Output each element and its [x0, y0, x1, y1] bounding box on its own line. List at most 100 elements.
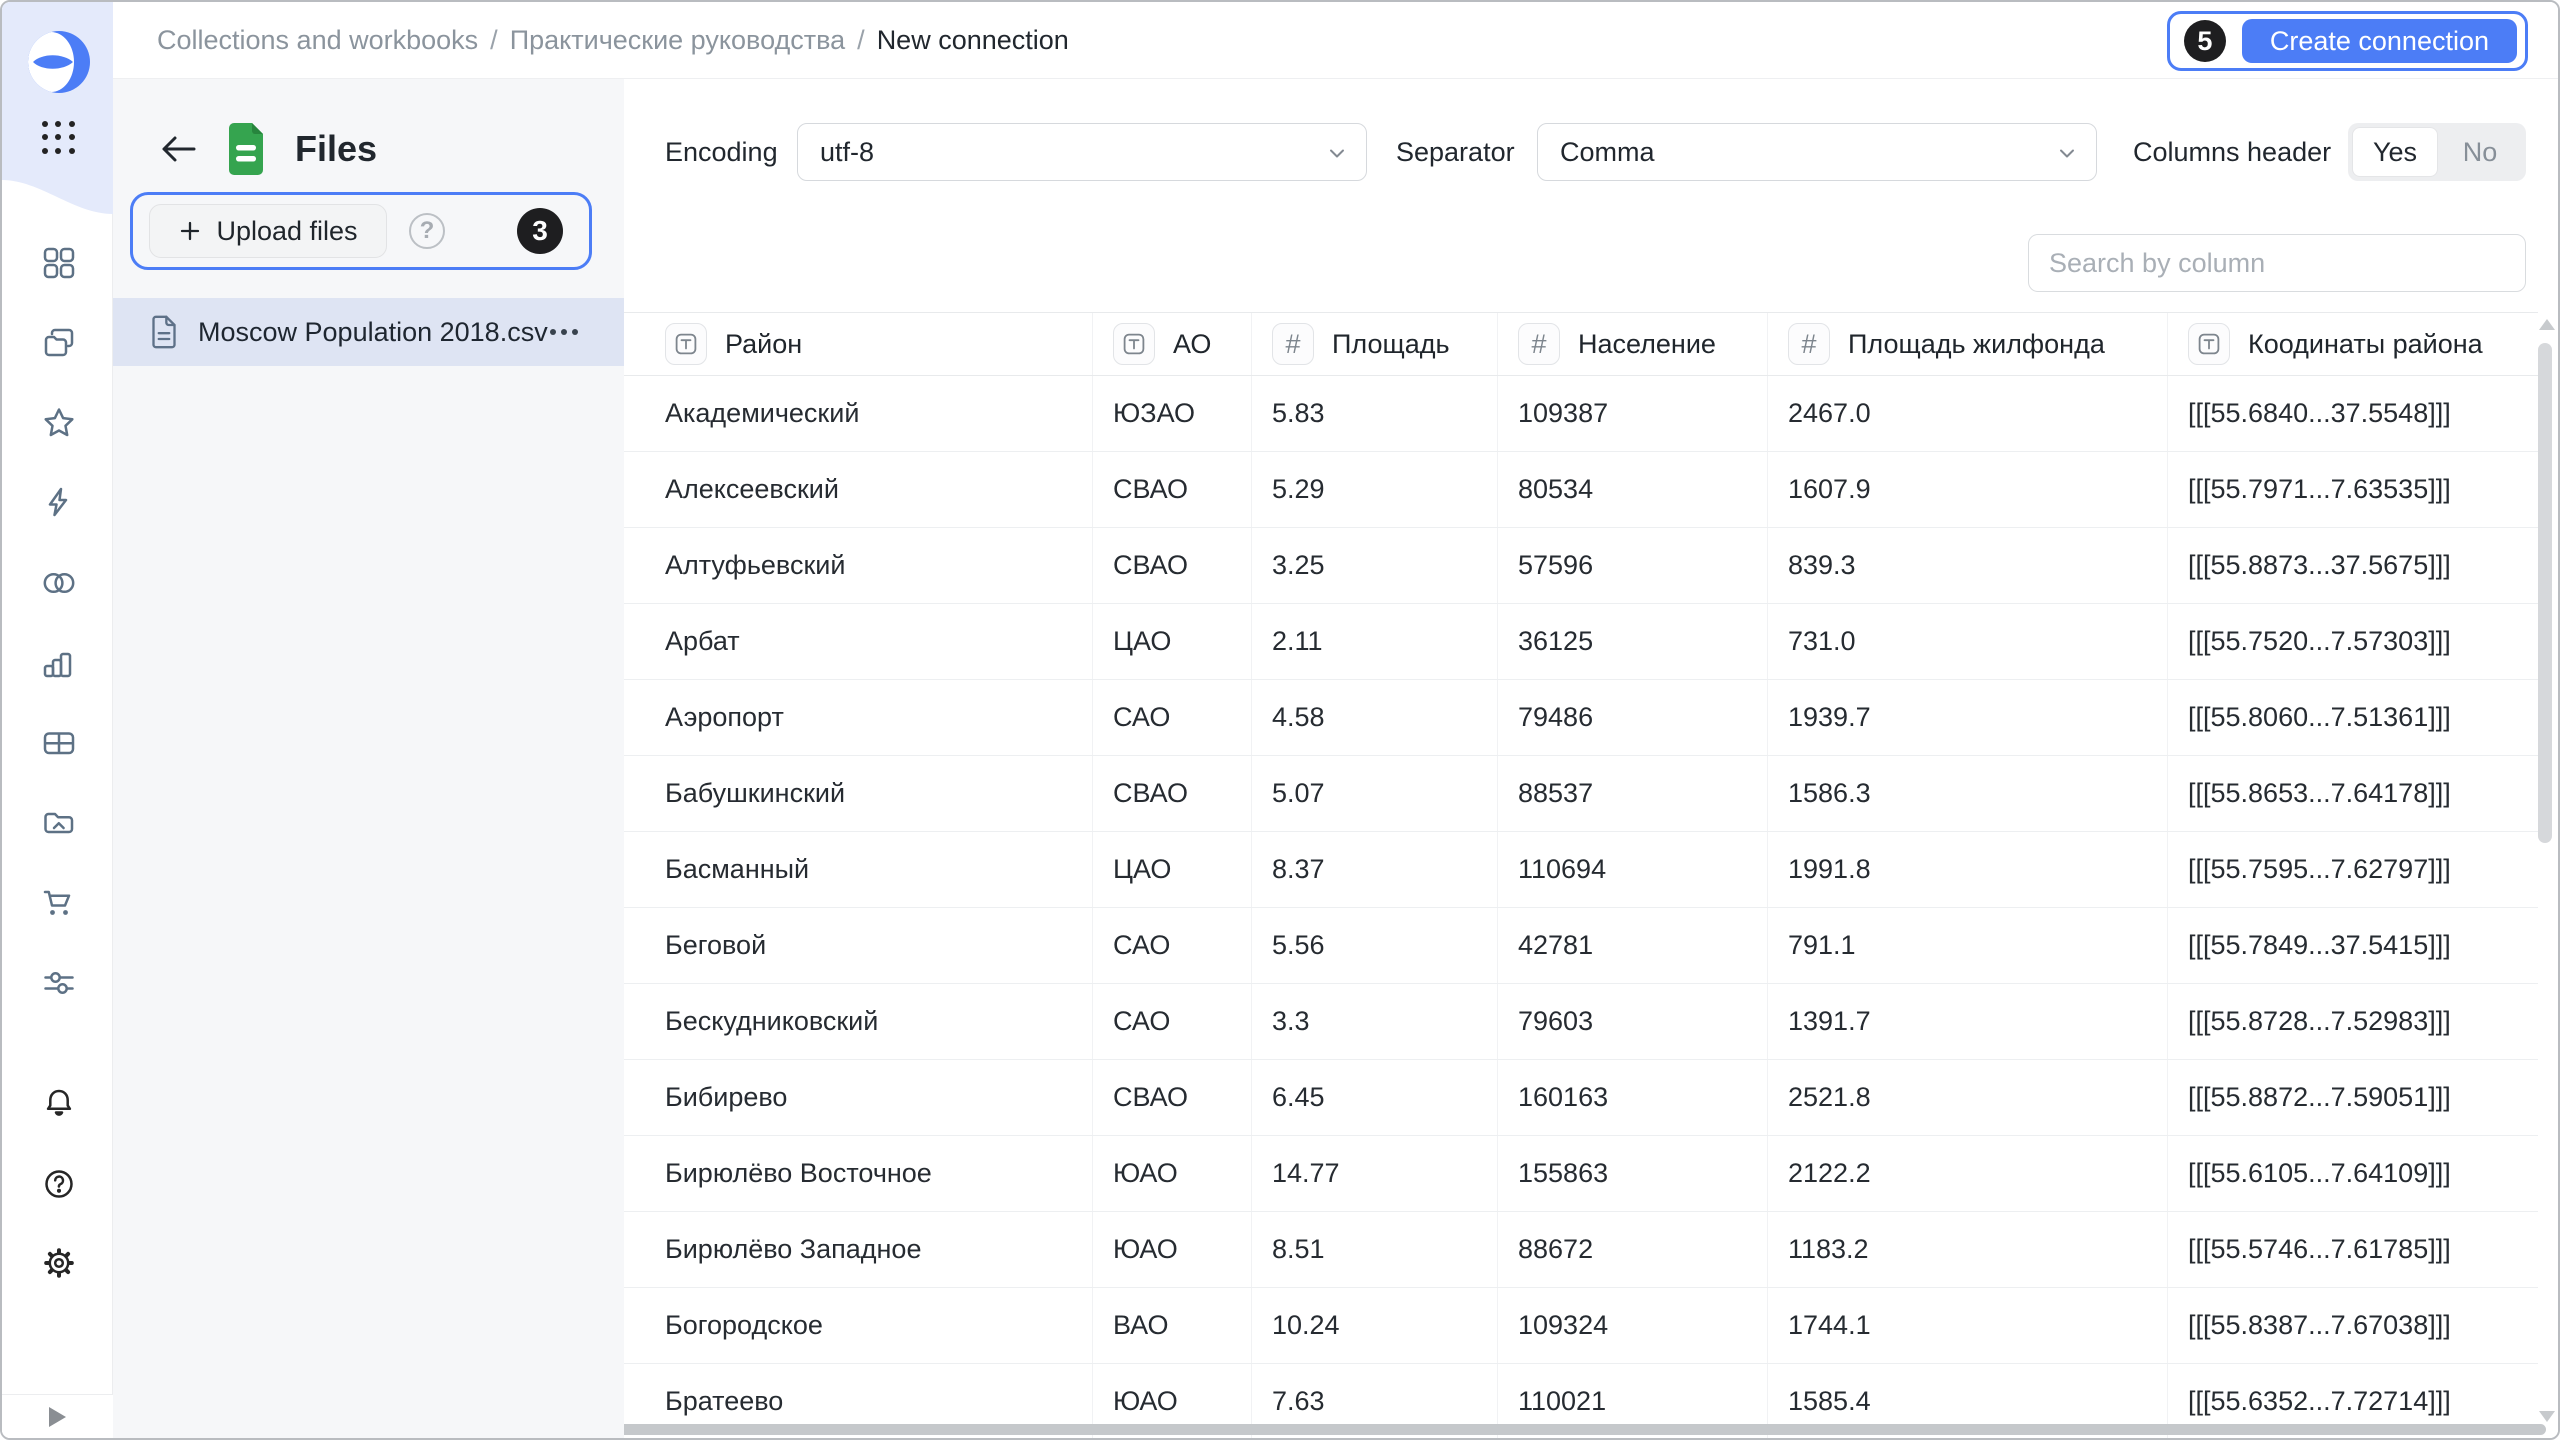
table-row: Бирюлёво Восточное ЮАО 14.77 155863 2122.2[[…	[624, 1136, 2538, 1212]
table-row: Бибирево СВАО 6.45 160163 2521.8 [[[55.8872..…	[624, 1060, 2538, 1136]
table-cell: 1991.8	[1767, 832, 2167, 907]
vertical-scrollbar[interactable]	[2536, 319, 2555, 1422]
table-cell: Бирюлёво Восточное	[665, 1158, 932, 1188]
table-cell: 109324	[1497, 1288, 1767, 1363]
table-cell: [[[55.7520...7.57303]]]	[2167, 604, 2538, 679]
marketplace-cart-icon[interactable]	[41, 885, 77, 921]
table-row: Бирюлёво Западное ЮАО 8.51 88672 1183.2 [[[55…	[624, 1212, 2538, 1288]
table-cell: 42781	[1497, 908, 1767, 983]
main-content: Encoding utf-8 Separator Comma Columns h…	[624, 79, 2558, 1438]
table-cell: 1607.9	[1767, 452, 2167, 527]
table-cell: СВАО	[1092, 528, 1251, 603]
encoding-label: Encoding	[665, 136, 778, 167]
table-cell: Академический	[665, 398, 860, 428]
notifications-bell-icon[interactable]	[41, 1086, 77, 1122]
table-cell: 839.3	[1767, 528, 2167, 603]
table-cell: [[[55.5746...7.61785]]]	[2167, 1212, 2538, 1287]
column-header: Район	[624, 313, 1092, 375]
table-cell: 5.29	[1251, 452, 1497, 527]
vertical-scrollbar-thumb[interactable]	[2538, 343, 2552, 843]
table-cell: САО	[1092, 908, 1251, 983]
rail-wave-decoration	[2, 172, 113, 214]
table-cell: 36125	[1497, 604, 1767, 679]
table-row: Братеево ЮАО 7.63 110021 1585.4 [[[55.6352...…	[624, 1364, 2538, 1438]
toggle-yes-option[interactable]: Yes	[2352, 127, 2438, 177]
breadcrumb-collections[interactable]: Collections and workbooks	[157, 25, 479, 55]
favorites-star-icon[interactable]	[41, 405, 77, 441]
horizontal-scrollbar-thumb[interactable]	[121, 1424, 2546, 1435]
column-header: Коодинаты района	[2167, 313, 2538, 375]
table-row: Басманный ЦАО 8.37 110694 1991.8 [[[55.7595..…	[624, 832, 2538, 908]
separator-label: Separator	[1396, 136, 1515, 167]
table-cell: 88672	[1497, 1212, 1767, 1287]
number-type-icon[interactable]: #	[1788, 323, 1830, 365]
apps-grid-icon[interactable]	[42, 121, 76, 155]
encoding-select[interactable]: utf-8	[797, 123, 1367, 181]
file-list-item-selected[interactable]: Moscow Population 2018.csv	[113, 298, 624, 366]
table-cell: [[[55.8873...37.5675]]]	[2167, 528, 2538, 603]
column-header-label: АО	[1173, 328, 1212, 359]
table-cell: Алтуфьевский	[665, 550, 846, 580]
create-connection-button[interactable]: Create connection	[2241, 19, 2517, 63]
table-cell: 155863	[1497, 1136, 1767, 1211]
datasets-circles-icon[interactable]	[41, 565, 77, 601]
column-header: АО	[1092, 313, 1251, 375]
table-cell: СВАО	[1092, 756, 1251, 831]
expand-arrow-icon[interactable]	[49, 1406, 66, 1427]
column-header: # Площадь	[1251, 313, 1497, 375]
connections-lightning-icon[interactable]	[41, 485, 77, 521]
columns-header-toggle: Yes No	[2348, 123, 2526, 181]
table-cell: САО	[1092, 680, 1251, 755]
search-input[interactable]	[2028, 234, 2526, 292]
help-question-icon[interactable]	[41, 1166, 77, 1202]
table-cell: 1585.4	[1767, 1364, 2167, 1438]
files-panel: Files Upload files ? 3 Moscow Population…	[113, 79, 624, 1438]
table-cell: 731.0	[1767, 604, 2167, 679]
table-row: Беговой САО 5.56 42781 791.1 [[[55.7849...37.…	[624, 908, 2538, 984]
datalens-logo[interactable]	[27, 30, 91, 94]
dashboards-table-icon[interactable]	[41, 725, 77, 761]
back-arrow-icon[interactable]	[157, 129, 205, 169]
column-header-label: Район	[725, 328, 803, 359]
breadcrumb-separator: /	[490, 25, 498, 55]
upload-help-icon[interactable]: ?	[409, 213, 445, 249]
collections-folders-icon[interactable]	[41, 325, 77, 361]
tutorial-step-3-badge: 3	[517, 208, 563, 254]
table-cell: 88537	[1497, 756, 1767, 831]
horizontal-scrollbar[interactable]	[115, 1424, 2556, 1437]
dashboard-grid-icon[interactable]	[41, 245, 77, 281]
scroll-up-arrow-icon[interactable]	[2539, 319, 2555, 330]
settings-gear-icon[interactable]	[41, 1245, 77, 1281]
table-cell: 79486	[1497, 680, 1767, 755]
upload-files-button[interactable]: Upload files	[149, 204, 387, 258]
document-icon	[152, 315, 176, 349]
table-cell: СВАО	[1092, 452, 1251, 527]
scroll-down-arrow-icon[interactable]	[2539, 1411, 2555, 1422]
table-cell: ЮАО	[1092, 1364, 1251, 1438]
services-sliders-icon[interactable]	[41, 965, 77, 1001]
table-body: Академический ЮЗАО 5.83 109387 2467.0 [[[55.6…	[624, 376, 2538, 1438]
table-cell: ЮАО	[1092, 1136, 1251, 1211]
charts-bars-icon[interactable]	[41, 645, 77, 681]
file-more-menu-icon[interactable]	[550, 329, 578, 335]
number-type-icon[interactable]: #	[1272, 323, 1314, 365]
data-preview-table: Район АО # Площадь # Население # Площадь жилфон…	[624, 312, 2538, 1438]
breadcrumb-workbook[interactable]: Практические руководства	[509, 25, 846, 55]
table-cell: Аэропорт	[665, 702, 784, 732]
text-type-icon[interactable]	[665, 323, 707, 365]
text-type-icon[interactable]	[1113, 323, 1155, 365]
table-cell: 1183.2	[1767, 1212, 2167, 1287]
toggle-no-option[interactable]: No	[2462, 136, 2498, 167]
table-cell: [[[55.8872...7.59051]]]	[2167, 1060, 2538, 1135]
table-cell: 2.11	[1251, 604, 1497, 679]
number-type-icon[interactable]: #	[1518, 323, 1560, 365]
table-cell: ВАО	[1092, 1288, 1251, 1363]
text-type-icon[interactable]	[2188, 323, 2230, 365]
breadcrumb-separator: /	[857, 25, 865, 55]
storage-folder-icon[interactable]	[41, 805, 77, 841]
table-cell: 79603	[1497, 984, 1767, 1059]
plus-icon	[181, 221, 200, 241]
separator-select[interactable]: Comma	[1537, 123, 2097, 181]
tutorial-step-5-badge: 5	[2183, 20, 2226, 62]
table-row: Алтуфьевский СВАО 3.25 57596 839.3 [[[55.8873…	[624, 528, 2538, 604]
